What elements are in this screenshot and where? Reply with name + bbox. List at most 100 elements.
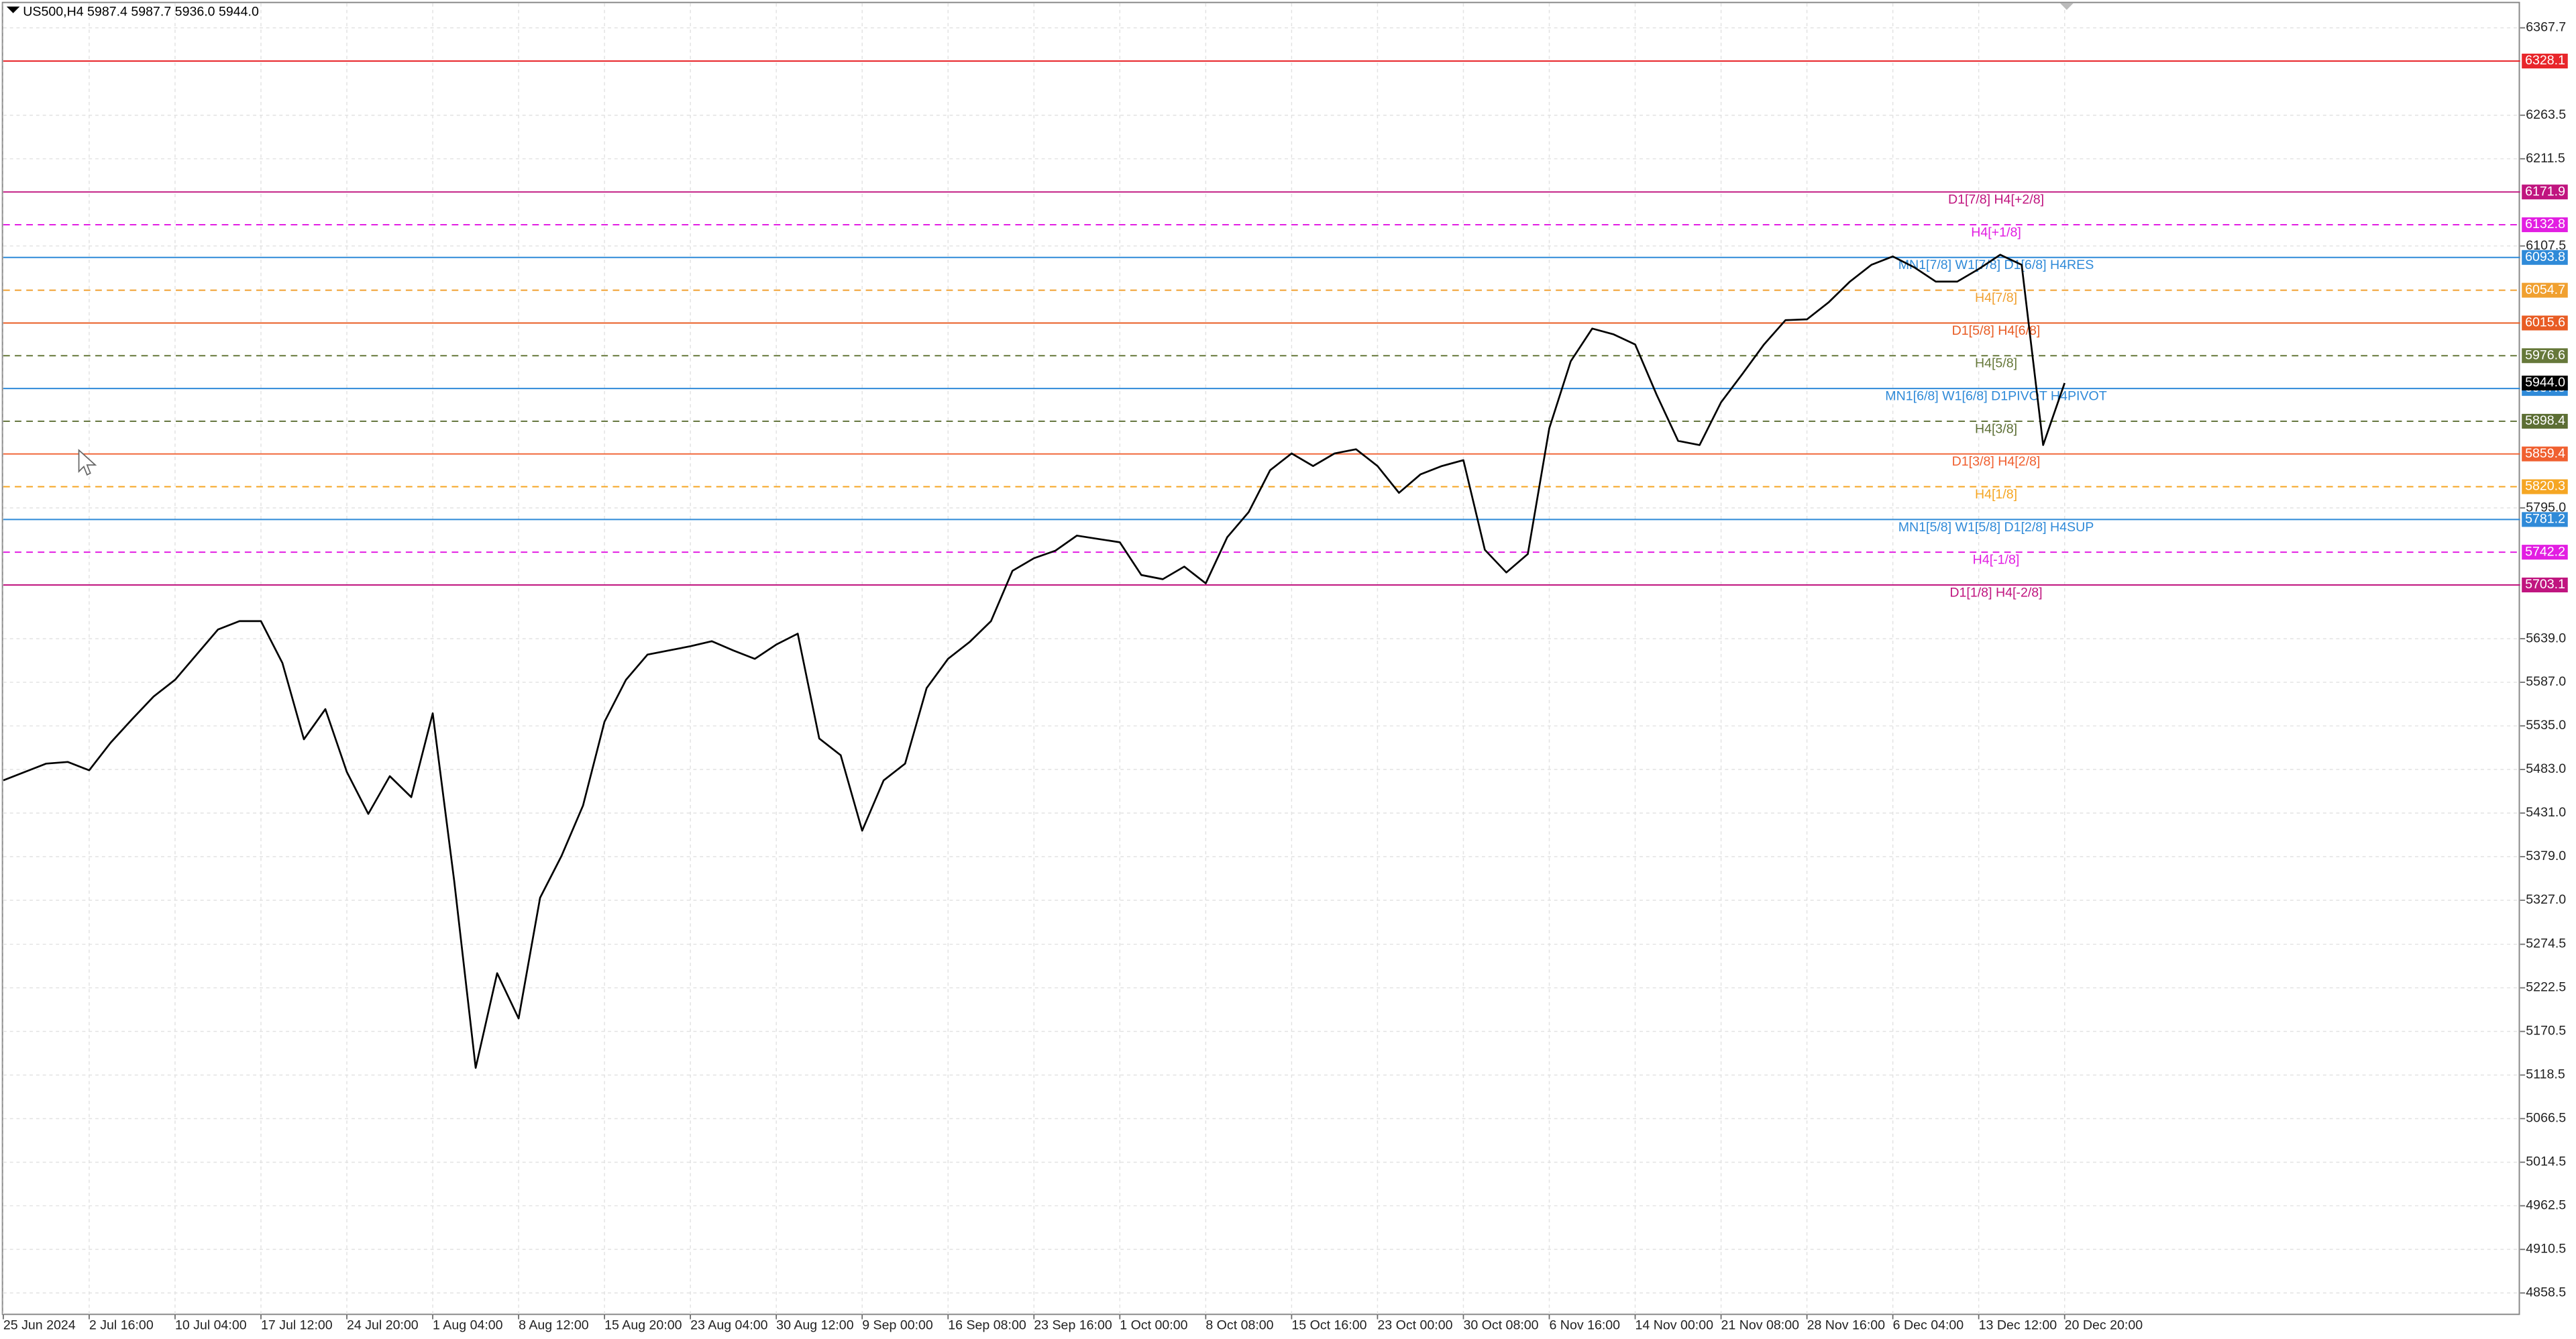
- price-box-label: 6054.7: [2525, 282, 2565, 297]
- price-box: [2522, 282, 2568, 298]
- level-label: D1[1/8] H4[-2/8]: [1949, 585, 2042, 600]
- level-label: H4[1/8]: [1975, 487, 2017, 502]
- price-line: [3, 254, 2065, 1069]
- price-box-label: 6093.8: [2525, 250, 2565, 264]
- y-tick-label: 5118.5: [2526, 1067, 2565, 1082]
- x-tick-label: 20 Dec 20:00: [2065, 1318, 2143, 1333]
- price-box: [2522, 577, 2568, 593]
- y-tick-label: 4962.5: [2526, 1198, 2566, 1213]
- price-box: [2522, 250, 2568, 265]
- price-box-label: 5820.3: [2525, 479, 2565, 494]
- level-label: MN1[6/8] W1[6/8] D1PIVOT H4PIVOT: [1885, 389, 2106, 404]
- collapse-arrow[interactable]: [6, 6, 20, 13]
- x-tick-label: 2 Jul 16:00: [89, 1318, 154, 1333]
- level-label: H4[5/8]: [1975, 356, 2017, 371]
- x-tick-label: 17 Jul 12:00: [261, 1318, 333, 1333]
- current-price-label: 5944.0: [2525, 375, 2565, 390]
- price-box: [2522, 348, 2568, 364]
- level-label: MN1[5/8] W1[5/8] D1[2/8] H4SUP: [1898, 520, 2094, 535]
- y-tick-label: 5483.0: [2526, 761, 2566, 776]
- x-tick-label: 1 Oct 00:00: [1120, 1318, 1187, 1333]
- price-box-label: 6328.1: [2525, 53, 2565, 68]
- y-tick-label: 5587.0: [2526, 674, 2566, 689]
- shift-marker: [2060, 3, 2074, 10]
- x-tick-label: 15 Aug 20:00: [604, 1318, 682, 1333]
- price-box-label: 6171.9: [2525, 184, 2565, 199]
- x-tick-label: 6 Nov 16:00: [1549, 1318, 1620, 1333]
- price-box: [2522, 446, 2568, 462]
- x-tick-label: 6 Dec 04:00: [1893, 1318, 1964, 1333]
- x-tick-label: 21 Nov 08:00: [1721, 1318, 1800, 1333]
- price-box: [2522, 413, 2568, 429]
- level-label: D1[5/8] H4[6/8]: [1952, 323, 2041, 338]
- y-tick-label: 5431.0: [2526, 805, 2566, 820]
- plot-frame: [1, 1, 2520, 1316]
- chart-title: US500,H4 5987.4 5987.7 5936.0 5944.0: [23, 5, 259, 19]
- y-tick-label: 5327.0: [2526, 892, 2566, 907]
- y-tick-label: 4858.5: [2526, 1285, 2566, 1300]
- y-tick-label: 5066.5: [2526, 1111, 2566, 1126]
- price-layer: [3, 254, 2065, 1069]
- y-tick-label: 6263.5: [2526, 107, 2566, 122]
- level-label: D1[3/8] H4[2/8]: [1952, 454, 2041, 469]
- x-tick-label: 30 Aug 12:00: [776, 1318, 854, 1333]
- x-tick-label: 8 Aug 12:00: [519, 1318, 589, 1333]
- mouse-cursor: [78, 449, 97, 476]
- price-box: [2522, 53, 2568, 69]
- y-tick-label: 6367.7: [2526, 20, 2566, 35]
- x-tick-label: 30 Oct 08:00: [1463, 1318, 1538, 1333]
- price-box-label: 5976.6: [2525, 347, 2565, 362]
- x-tick-label: 10 Jul 04:00: [175, 1318, 247, 1333]
- price-box-label: 6132.8: [2525, 217, 2565, 231]
- levels-layer: D1[7/8] H4[+2/8] H4[+1/8] MN1[7/8] W1[7/8]…: [3, 60, 2520, 600]
- x-tick-label: 14 Nov 00:00: [1635, 1318, 1714, 1333]
- level-label: MN1[7/8] W1[7/8] D1[6/8] H4RES: [1898, 258, 2094, 272]
- level-label: H4[3/8]: [1975, 421, 2017, 436]
- price-box: [2522, 545, 2568, 560]
- x-tick-label: 1 Aug 04:00: [433, 1318, 503, 1333]
- y-tick-label: 4910.5: [2526, 1242, 2566, 1256]
- x-tick-label: 15 Oct 16:00: [1291, 1318, 1366, 1333]
- price-box: [2522, 184, 2568, 200]
- price-box-label: 5703.1: [2525, 577, 2565, 592]
- level-label: D1[7/8] H4[+2/8]: [1948, 193, 2044, 207]
- level-label: H4[7/8]: [1975, 290, 2017, 305]
- grid-layer: [3, 3, 2520, 1315]
- x-tick-label: 13 Dec 12:00: [1979, 1318, 2057, 1333]
- price-box: [2522, 479, 2568, 494]
- price-box-label: 5781.2: [2525, 512, 2565, 527]
- price-box-label: 5742.2: [2525, 544, 2565, 559]
- x-tick-label: 9 Sep 00:00: [862, 1318, 933, 1333]
- y-tick-label: 5274.5: [2526, 936, 2566, 951]
- price-box: [2522, 315, 2568, 331]
- y-tick-label: 5535.0: [2526, 718, 2566, 733]
- level-label: H4[-1/8]: [1973, 553, 2020, 568]
- x-tick-label: 23 Sep 16:00: [1034, 1318, 1112, 1333]
- axis-layer: 6367.7 6263.5 6211.5 6107.5 5795.0 5639.0 5587…: [3, 20, 2568, 1333]
- y-tick-label: 6211.5: [2526, 151, 2565, 166]
- y-tick-label: 5639.0: [2526, 631, 2566, 645]
- x-tick-label: 23 Oct 00:00: [1377, 1318, 1452, 1333]
- y-tick-label: 5014.5: [2526, 1155, 2566, 1169]
- x-tick-label: 8 Oct 08:00: [1205, 1318, 1273, 1333]
- y-tick-label: 5222.5: [2526, 980, 2566, 995]
- y-tick-label: 5170.5: [2526, 1024, 2566, 1038]
- level-label: H4[+1/8]: [1971, 225, 2021, 239]
- x-tick-label: 24 Jul 20:00: [347, 1318, 419, 1333]
- price-box-label: 6015.6: [2525, 315, 2565, 330]
- x-tick-label: 16 Sep 08:00: [948, 1318, 1026, 1333]
- price-box: [2522, 512, 2568, 527]
- y-tick-label: 5795.0: [2526, 500, 2566, 515]
- current-price-box: [2522, 375, 2568, 390]
- y-tick-label: 6107.5: [2526, 238, 2566, 253]
- x-tick-label: 23 Aug 04:00: [690, 1318, 768, 1333]
- y-tick-label: 5379.0: [2526, 849, 2566, 863]
- x-tick-label: 28 Nov 16:00: [1807, 1318, 1886, 1333]
- x-tick-label: 25 Jun 2024: [3, 1318, 76, 1333]
- price-box-label: 5859.4: [2525, 446, 2565, 461]
- price-box: [2522, 217, 2568, 233]
- price-box-label: 5898.4: [2525, 413, 2565, 428]
